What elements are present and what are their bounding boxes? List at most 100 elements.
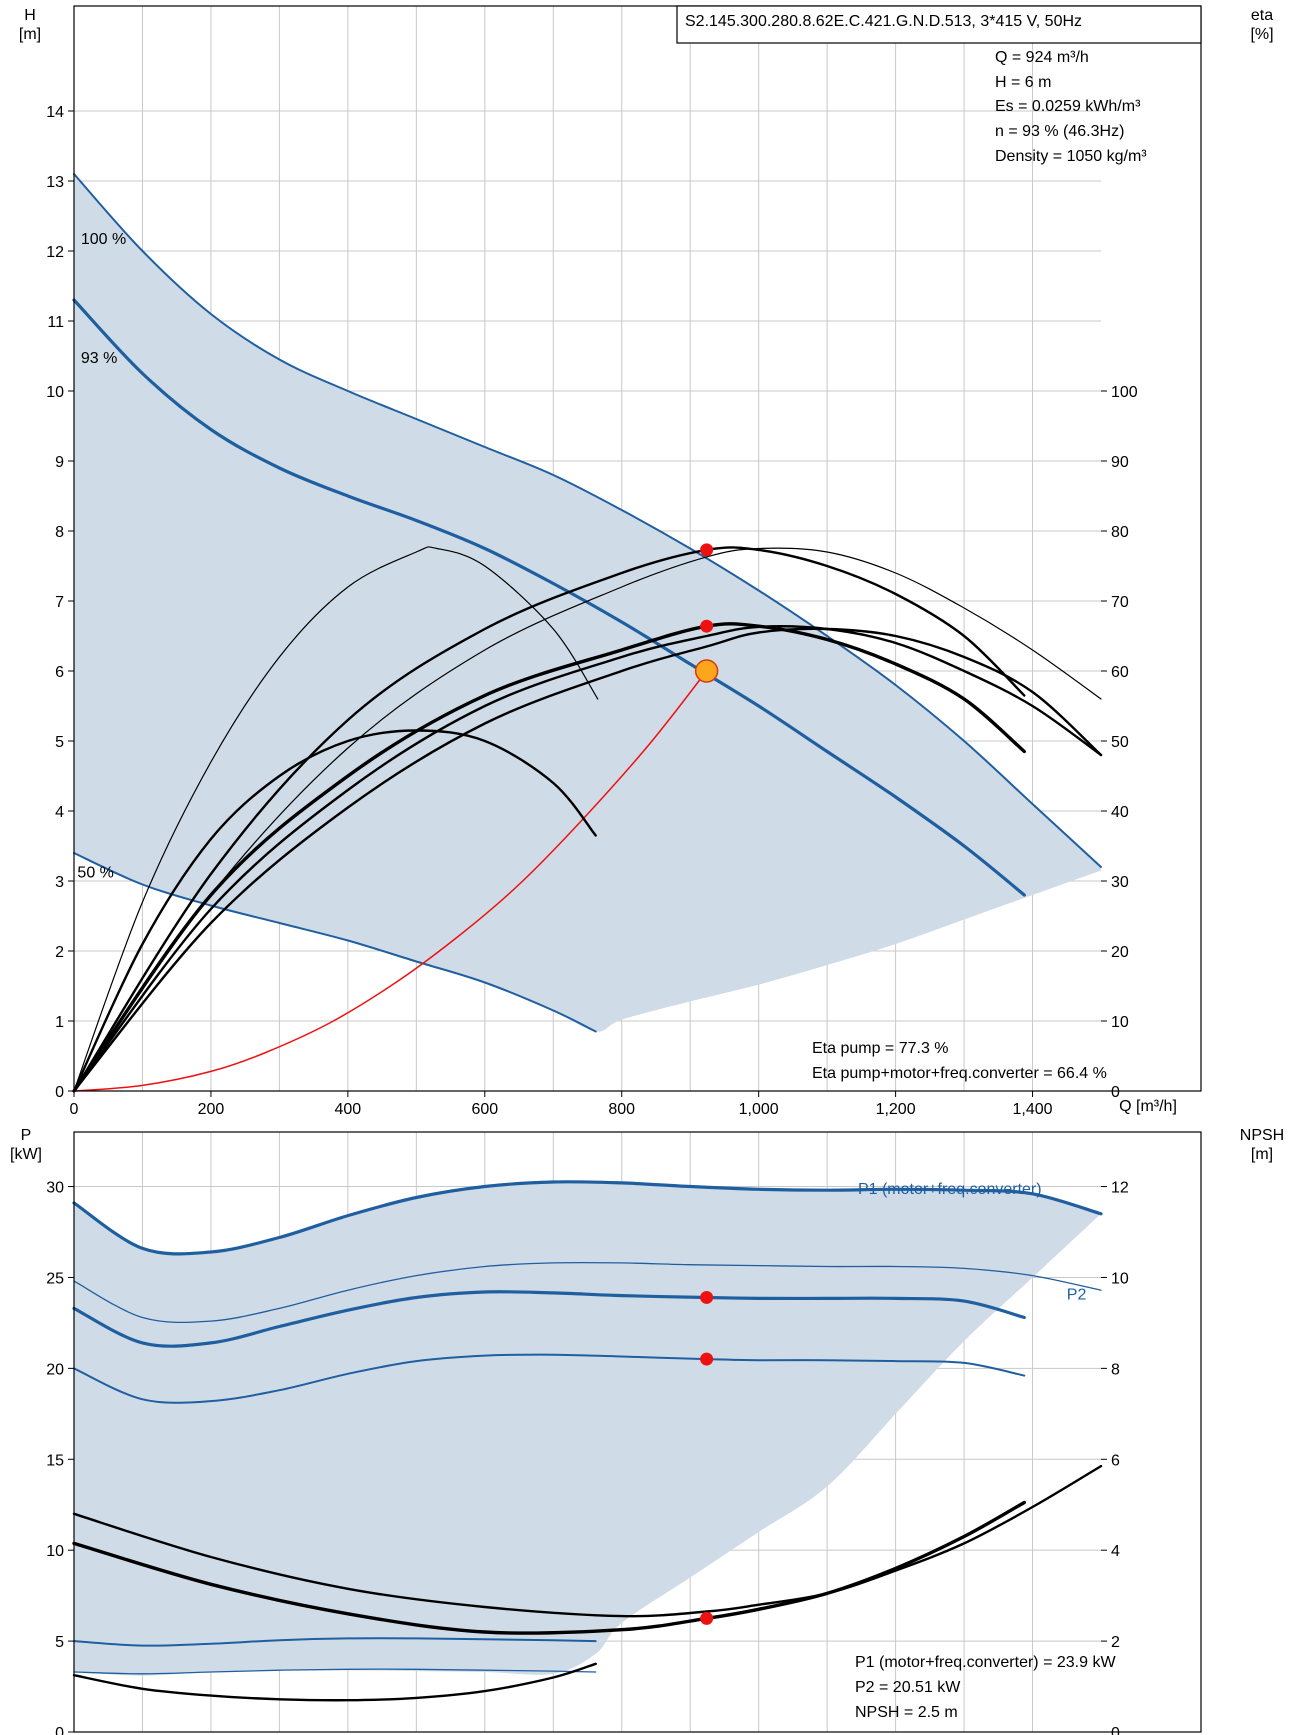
series-group	[72, 1180, 1103, 1702]
series-line-npsh-100	[72, 1464, 1103, 1618]
x-tick-label: 400	[335, 1101, 362, 1118]
y-tick-label: 13	[46, 174, 64, 191]
p1-readout: P1 (motor+freq.converter) = 23.9 kW	[855, 1654, 1116, 1671]
series-line-npsh-working	[72, 1500, 1026, 1635]
y-axis-title-right-line2: [%]	[1250, 26, 1273, 43]
p2-readout: P2 = 20.51 kW	[855, 1679, 961, 1696]
y-tick-label-right: 100	[1111, 384, 1138, 401]
series-line-p2-working	[73, 1353, 1026, 1404]
plot-frame	[73, 1131, 1202, 1733]
y-tick-label-right: 20	[1111, 944, 1129, 961]
y-tick-labels-right: 0 10 20 30 40 50 60 70 80 90 100	[1101, 384, 1138, 1101]
series-line-93	[72, 298, 1026, 897]
y-tick-label: 14	[46, 104, 64, 121]
y-axis-title-left-line2: [m]	[19, 26, 41, 43]
series-line-eta-pump-93	[73, 547, 1102, 1092]
info-energy: Es = 0.0259 kWh/m³	[995, 98, 1141, 115]
chart-title: S2.145.300.280.8.62E.C.421.G.N.D.513, 3*…	[685, 13, 1082, 30]
title-box	[676, 5, 1202, 44]
p-tick-labels: 0 5 10 15 20 25 30	[46, 1180, 74, 1735]
plot-frame	[73, 5, 1202, 1092]
info-density: Density = 1050 kg/m³	[995, 148, 1147, 165]
series-line-p2-50	[73, 1668, 597, 1675]
y-tick-label: 10	[46, 384, 64, 401]
curve-label-93: 93 %	[81, 350, 117, 367]
series-line-npsh-50	[72, 1662, 597, 1702]
series-line-eta-motor-fc-93	[72, 627, 1103, 1093]
y-tick-label-right: 80	[1111, 524, 1129, 541]
y-tick-label-right: 0	[1111, 1725, 1120, 1735]
npsh-axis-title-line1: NPSH	[1240, 1127, 1284, 1144]
series-line-100	[73, 173, 1102, 868]
series-line-p1-50	[73, 1637, 597, 1647]
npsh-tick-labels: 0 2 4 6 8 10 12	[1101, 1180, 1129, 1735]
x-axis-title: Q [m³/h]	[1119, 1098, 1177, 1115]
y-tick-label-right: 4	[1111, 1543, 1120, 1560]
x-tick-label: 600	[471, 1101, 498, 1118]
eta-pump-readout: Eta pump = 77.3 %	[812, 1040, 949, 1057]
series-line-50	[73, 852, 597, 1033]
y-tick-label-right: 10	[1111, 1270, 1129, 1287]
npsh-axis-title-line2: [m]	[1251, 1146, 1273, 1163]
x-tick-labels: 0 200 400 600 800 1,000 1,200 1,400	[70, 1091, 1053, 1118]
y-axis-title-left-line1: H	[24, 7, 36, 24]
x-tick-label: 200	[198, 1101, 225, 1118]
y-tick-label: 11	[47, 314, 64, 331]
duty-point	[700, 619, 714, 633]
x-tick-label: 1,200	[876, 1101, 916, 1118]
y-tick-label-right: 30	[1111, 874, 1129, 891]
duty-points	[694, 543, 719, 683]
series-line-p1-motor-freq-converter	[72, 1180, 1103, 1256]
y-tick-label: 6	[55, 664, 64, 681]
series-line-eta-pump-100	[73, 546, 599, 1092]
x-tick-label: 1,000	[739, 1101, 779, 1118]
duty-point	[700, 1611, 714, 1625]
y-tick-label: 7	[55, 594, 64, 611]
x-tick-label: 1,400	[1013, 1101, 1053, 1118]
y-tick-label-right: 60	[1111, 664, 1129, 681]
series-line-eta-pump-working	[72, 546, 1026, 1093]
y-tick-label: 1	[55, 1014, 64, 1031]
npsh-readout: NPSH = 2.5 m	[855, 1704, 958, 1721]
series-group	[72, 173, 1103, 1093]
y-tick-label-right: 8	[1111, 1361, 1120, 1378]
y-tick-label: 2	[55, 944, 64, 961]
series-line-eta-motor-fc-100	[72, 625, 1103, 1093]
duty-point	[700, 1290, 714, 1304]
duty-point	[700, 1352, 714, 1366]
y-tick-label: 25	[46, 1270, 64, 1287]
y-tick-label-right: 70	[1111, 594, 1129, 611]
series-line-p1-working	[72, 1290, 1026, 1348]
y-tick-label: 20	[46, 1361, 64, 1378]
duty-point-marker	[694, 659, 719, 683]
duty-points	[700, 1290, 714, 1625]
x-tick-label: 800	[608, 1101, 635, 1118]
eta-total-readout: Eta pump+motor+freq.converter = 66.4 %	[812, 1065, 1107, 1082]
series-line-eta-50	[72, 729, 597, 1093]
series-line-eta-motor-fc-working	[72, 622, 1026, 1093]
y-tick-label-right: 40	[1111, 804, 1129, 821]
duty-point	[700, 543, 714, 557]
y-tick-label: 12	[46, 244, 64, 261]
p2-curve-label: P2	[1067, 1286, 1087, 1303]
y-tick-label: 3	[55, 874, 64, 891]
y-tick-label: 8	[55, 524, 64, 541]
y-tick-label: 10	[46, 1543, 64, 1560]
y-tick-label: 5	[55, 1634, 64, 1651]
y-tick-label-right: 50	[1111, 734, 1129, 751]
y-tick-label: 0	[55, 1725, 64, 1735]
curve-label-50: 50 %	[77, 865, 113, 882]
x-tick-label: 0	[70, 1101, 79, 1118]
y-tick-label: 30	[46, 1180, 64, 1197]
y-axis-title-right-line1: eta	[1251, 7, 1273, 24]
y-tick-label: 15	[46, 1452, 64, 1469]
power-range-envelope	[74, 1181, 1101, 1676]
y-tick-label: 9	[55, 454, 64, 471]
info-flow: Q = 924 m³/h	[995, 49, 1089, 66]
curve-label-100: 100 %	[81, 231, 126, 248]
info-head: H = 6 m	[995, 74, 1051, 91]
y-tick-label-right: 90	[1111, 454, 1129, 471]
